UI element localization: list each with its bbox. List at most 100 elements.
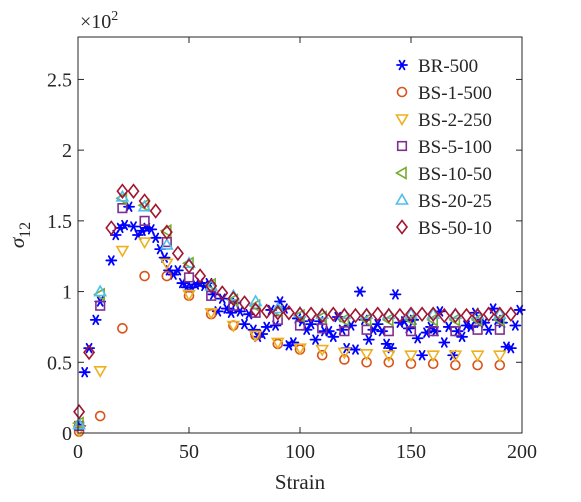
data-point (309, 334, 322, 345)
legend-item: BS-1-500 (396, 83, 492, 104)
data-point (158, 252, 171, 263)
ticks-layer: 0 50 100 150 200 0 0.5 1 1.5 2 2.5 (47, 37, 537, 463)
data-point (118, 219, 131, 231)
data-point (93, 365, 108, 378)
data-point (127, 183, 140, 199)
x-tick-label: 150 (396, 441, 426, 463)
data-point (426, 350, 441, 363)
data-point (383, 356, 395, 368)
data-point (513, 304, 526, 316)
data-point (448, 350, 463, 363)
data-point (139, 215, 150, 226)
data-point (450, 326, 461, 337)
data-point (472, 324, 483, 335)
legend-label: BS-5-100 (418, 137, 492, 158)
data-point (504, 306, 517, 323)
data-point (494, 324, 505, 335)
data-point (72, 417, 86, 430)
data-point (354, 286, 366, 297)
x-tick-label: 100 (285, 441, 315, 463)
data-point (248, 294, 263, 307)
data-point (405, 326, 417, 337)
data-point (83, 344, 96, 361)
data-point (404, 350, 418, 363)
data-point (145, 224, 158, 235)
data-point (227, 290, 240, 307)
y-axis-label-subscript: 12 (17, 222, 34, 238)
data-point (137, 237, 152, 250)
y-tick-label: 2 (62, 140, 72, 162)
data-point (305, 318, 318, 330)
data-point (83, 342, 95, 354)
data-point (117, 203, 128, 214)
data-point (183, 272, 195, 283)
legend-marker (396, 59, 408, 71)
data-point (260, 321, 273, 333)
data-point (359, 348, 374, 361)
data-point (269, 320, 282, 331)
y-tick-label: 2.5 (47, 69, 72, 91)
data-point (371, 306, 384, 323)
data-point (204, 278, 219, 291)
data-point (448, 312, 461, 327)
data-point (137, 199, 152, 212)
data-point (427, 306, 440, 323)
data-point (73, 403, 86, 420)
data-point (115, 245, 130, 258)
data-point (216, 285, 229, 301)
data-point (204, 307, 219, 320)
data-point (194, 268, 207, 284)
data-point (182, 289, 196, 302)
data-point (272, 314, 283, 325)
data-point (337, 312, 350, 327)
data-point (359, 312, 372, 327)
data-point (426, 312, 439, 327)
legend-label: BS-2-250 (418, 110, 492, 131)
data-point (404, 306, 418, 323)
x-tick-label: 50 (179, 441, 199, 463)
legend-label: BS-50-10 (418, 218, 492, 239)
data-point (426, 307, 441, 320)
data-point (471, 307, 484, 324)
data-point (93, 284, 108, 297)
data-point (383, 326, 394, 337)
legend-label: BS-20-25 (418, 191, 492, 212)
data-point (402, 323, 415, 334)
data-point (94, 410, 106, 422)
legend-marker (395, 192, 409, 205)
legend-item: BS-20-25 (395, 191, 492, 212)
series-bs-2-250 (72, 237, 507, 438)
data-point (504, 342, 517, 354)
data-point (78, 366, 91, 378)
y-axis-exponent-power: 2 (111, 9, 118, 24)
y-tick-label: 1 (62, 282, 72, 304)
data-point (493, 306, 506, 323)
data-point (149, 203, 162, 219)
legend-marker (396, 140, 408, 152)
y-axis-exponent-base: ×10 (80, 11, 111, 33)
data-point (171, 265, 184, 276)
data-point (482, 306, 495, 323)
data-point (89, 314, 102, 326)
data-point (349, 344, 362, 355)
data-point (449, 307, 462, 324)
legend-marker (394, 166, 407, 180)
data-point (138, 193, 151, 209)
data-point (105, 255, 118, 266)
data-point (105, 220, 118, 236)
data-point (381, 350, 396, 363)
data-point (460, 307, 473, 324)
data-point (260, 303, 273, 320)
svg-text:σ12: σ12 (5, 222, 34, 248)
data-point (376, 325, 389, 337)
data-point (293, 343, 307, 356)
data-point (361, 324, 372, 335)
legend-item: BR-500 (396, 56, 478, 77)
legend-item: BS-50-10 (395, 218, 492, 239)
data-point (282, 304, 295, 321)
data-point (509, 320, 522, 331)
data-point (327, 331, 340, 343)
y-tick-label: 0 (62, 423, 72, 445)
legend-marker (395, 114, 409, 127)
